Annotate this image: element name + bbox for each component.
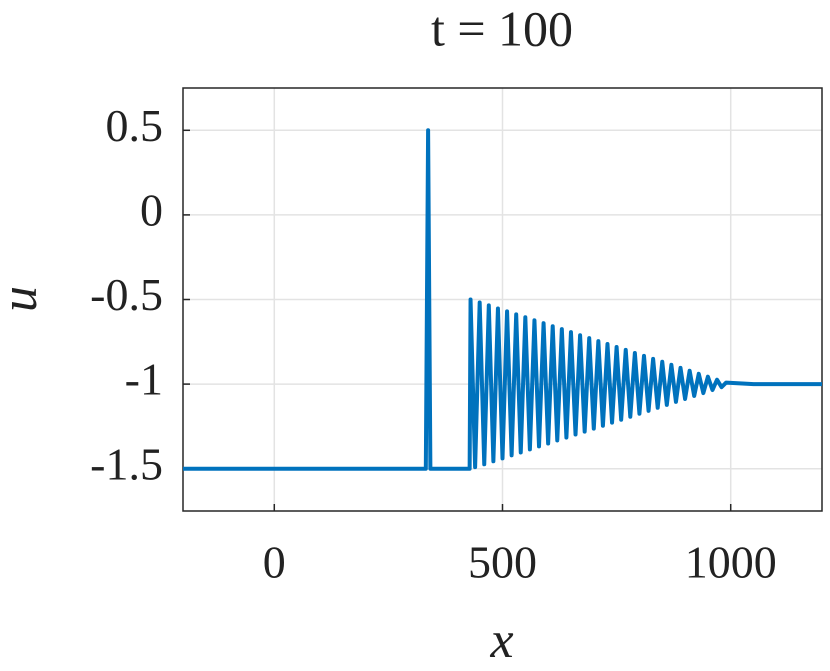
y-tick-label: -1.5 xyxy=(90,438,163,489)
y-tick-label: 0 xyxy=(140,184,163,235)
y-tick-label: -1 xyxy=(125,354,163,405)
data-line xyxy=(183,128,822,471)
plot-frame xyxy=(182,87,823,512)
y-axis-label: u xyxy=(0,286,48,312)
x-axis-label: x xyxy=(489,612,513,669)
x-tick-label: 500 xyxy=(468,537,537,588)
y-tick-label: -0.5 xyxy=(90,269,163,320)
y-tick-label: 0.5 xyxy=(106,100,164,151)
x-tick-label: 0 xyxy=(263,537,286,588)
chart-title: t = 100 xyxy=(431,0,573,56)
x-tick-label: 1000 xyxy=(685,537,777,588)
